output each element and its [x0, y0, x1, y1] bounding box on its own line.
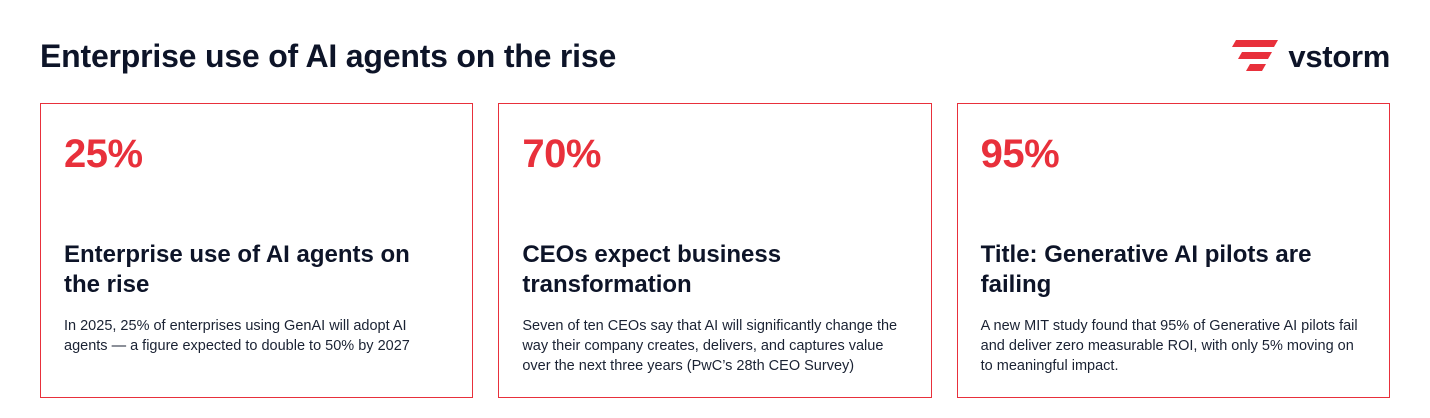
- card-heading: Title: Generative AI pilots are failing: [980, 241, 1312, 298]
- stat-cards: 25% Enterprise use of AI agents on the r…: [40, 103, 1390, 398]
- card-heading: Enterprise use of AI agents on the rise: [64, 241, 410, 298]
- card-heading: CEOs expect business transformation: [522, 241, 782, 298]
- card-description: A new MIT study found that 95% of Genera…: [980, 318, 1358, 374]
- page-title: Enterprise use of AI agents on the rise: [40, 38, 617, 74]
- card-description: Seven of ten CEOs say that AI will signi…: [522, 318, 898, 374]
- vstorm-logo-icon: [1232, 40, 1279, 71]
- stat-value: 25%: [64, 132, 143, 176]
- stat-card: 25% Enterprise use of AI agents on the r…: [40, 103, 474, 398]
- brand-logo: vstorm: [1232, 38, 1390, 74]
- card-description: In 2025, 25% of enterprises using GenAI …: [64, 318, 410, 354]
- stat-value: 95%: [980, 132, 1060, 176]
- stat-card: 95% Title: Generative AI pilots are fail…: [956, 103, 1390, 398]
- stat-card: 70% CEOs expect business transformation …: [498, 103, 932, 398]
- brand-name: vstorm: [1288, 38, 1390, 74]
- stat-value: 70%: [522, 132, 601, 176]
